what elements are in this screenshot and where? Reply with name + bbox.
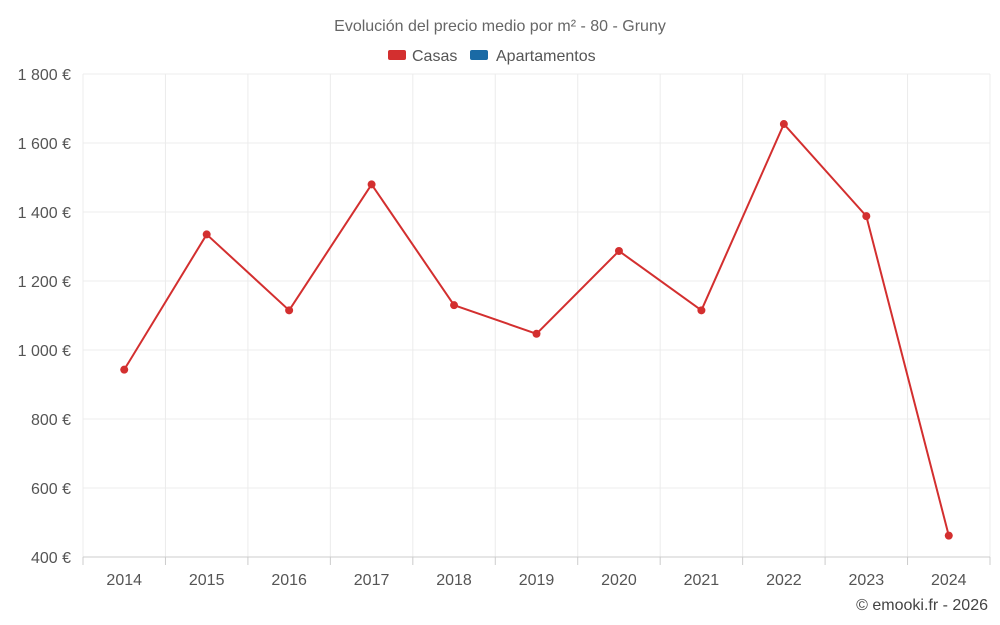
data-point[interactable] — [285, 306, 294, 315]
legend-item-casas[interactable]: Casas — [388, 48, 457, 65]
y-tick-label: 600 € — [31, 481, 71, 498]
data-point[interactable] — [697, 306, 706, 315]
data-point[interactable] — [944, 531, 953, 540]
y-axis: 400 € 600 € 800 € 1 000 € 1 200 € 1 400 € 1 60… — [18, 67, 71, 567]
y-tick-label: 400 € — [31, 550, 71, 567]
y-tick-label: 1 600 € — [18, 136, 71, 153]
data-point[interactable] — [779, 120, 788, 129]
legend-item-apartamentos[interactable]: Apartamentos — [470, 48, 596, 65]
y-tick-label: 1 800 € — [18, 67, 71, 84]
x-tick-label: 2016 — [271, 572, 307, 589]
legend-swatch-apartamentos — [470, 50, 488, 60]
data-point[interactable] — [202, 230, 211, 239]
data-point[interactable] — [367, 180, 376, 189]
y-tick-label: 1 400 € — [18, 205, 71, 222]
data-point[interactable] — [614, 246, 623, 255]
x-tick-label: 2019 — [519, 572, 555, 589]
x-tick-label: 2022 — [766, 572, 802, 589]
chart-title: Evolución del precio medio por m² - 80 -… — [334, 18, 666, 35]
data-point[interactable] — [450, 301, 459, 310]
x-tick-label: 2018 — [436, 572, 472, 589]
x-tick-label: 2014 — [106, 572, 142, 589]
x-tick-label: 2015 — [189, 572, 225, 589]
data-point[interactable] — [532, 329, 541, 338]
x-tick-label: 2024 — [931, 572, 967, 589]
series-casas — [120, 120, 953, 540]
legend-swatch-casas — [388, 50, 406, 60]
legend: Casas Apartamentos — [388, 48, 596, 65]
grid — [82, 73, 991, 557]
data-point[interactable] — [120, 365, 129, 374]
y-tick-label: 1 200 € — [18, 274, 71, 291]
x-tick-label: 2017 — [354, 572, 390, 589]
legend-label-casas: Casas — [412, 48, 457, 65]
legend-label-apartamentos: Apartamentos — [496, 48, 596, 65]
y-tick-label: 1 000 € — [18, 343, 71, 360]
y-tick-label: 800 € — [31, 412, 71, 429]
credit-text: © emooki.fr - 2026 — [856, 597, 988, 614]
x-tick-label: 2020 — [601, 572, 637, 589]
data-point[interactable] — [862, 212, 871, 221]
x-tick-label: 2023 — [849, 572, 885, 589]
x-tick-label: 2021 — [684, 572, 720, 589]
x-axis: 2014 2015 2016 2017 2018 2019 2020 2021 2022 2023… — [82, 556, 991, 589]
